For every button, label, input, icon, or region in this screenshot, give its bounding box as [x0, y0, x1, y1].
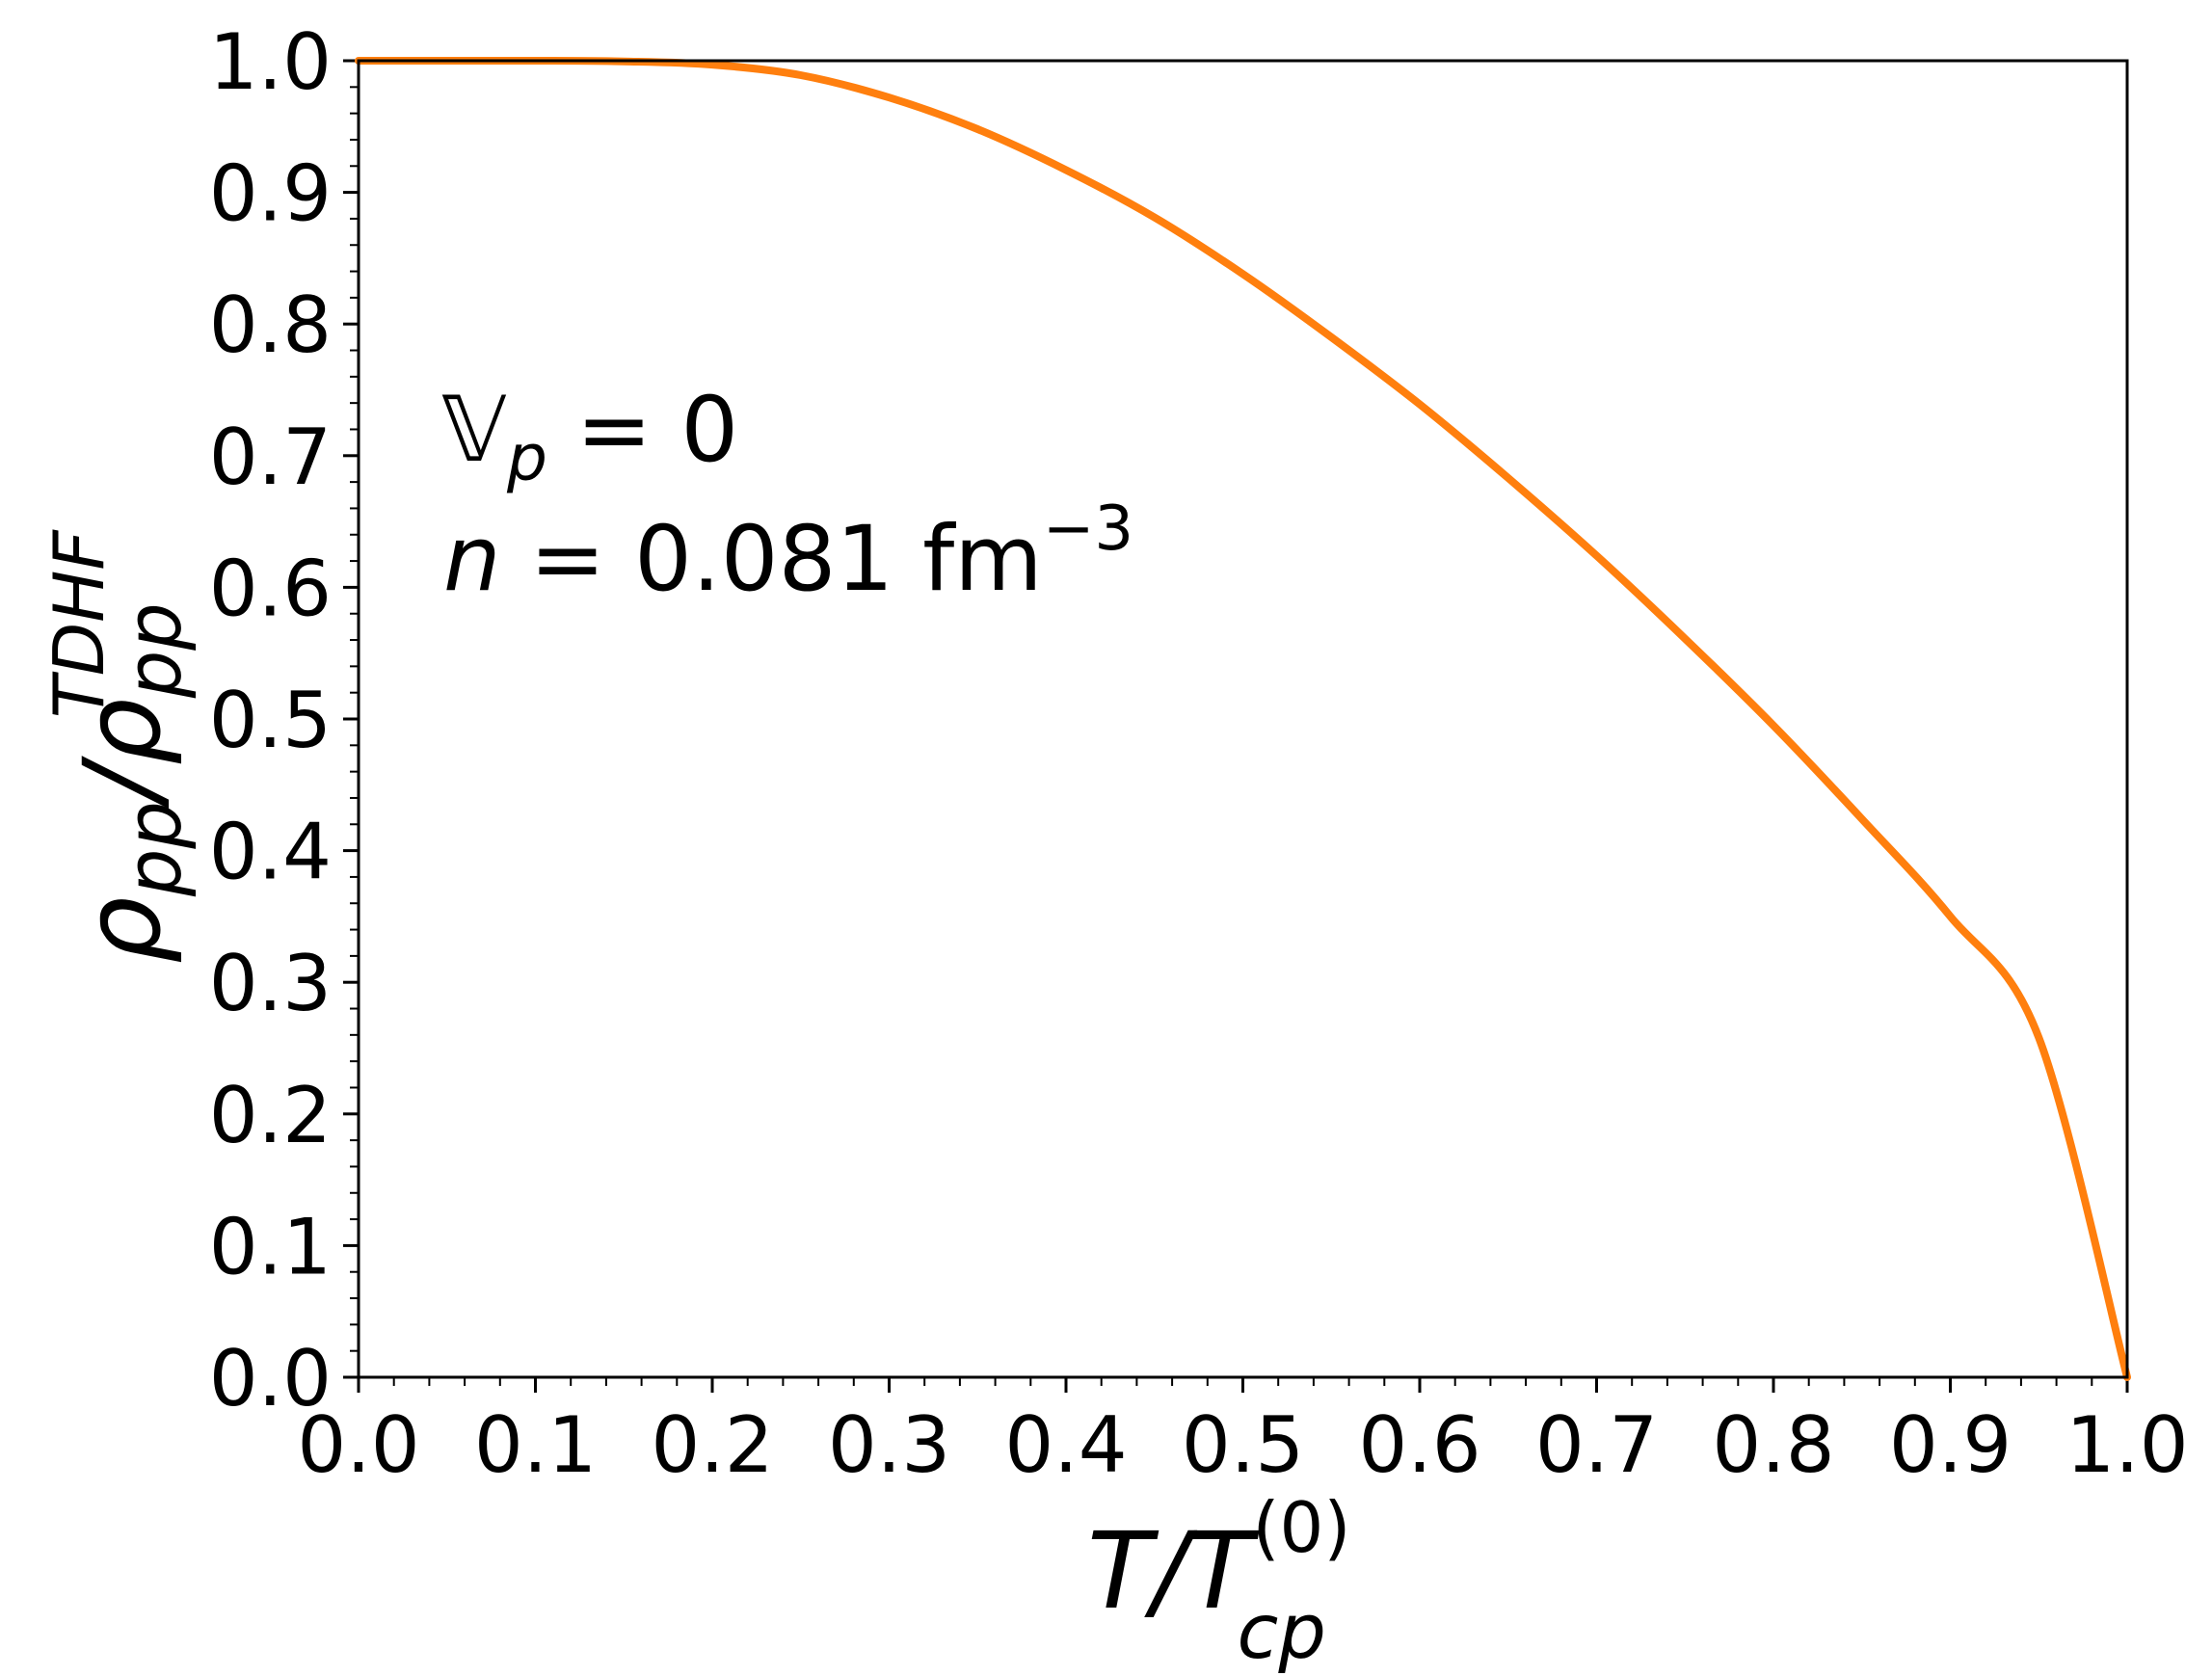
x-tick-label: 0.3 — [828, 1400, 950, 1490]
annotation-density-symbol: n — [443, 507, 501, 612]
y-axis-label-sub2: pp — [112, 602, 199, 699]
x-tick-label: 0.2 — [651, 1400, 773, 1490]
annotation-potential-symbol: 𝕍 — [441, 378, 507, 483]
y-tick-label: 1.0 — [209, 17, 332, 107]
y-tick-label: 0.3 — [209, 939, 332, 1028]
x-axis-label-sup: (0) — [1252, 1487, 1350, 1568]
x-tick-label: 0.6 — [1358, 1400, 1480, 1490]
plot-frame — [357, 59, 2129, 1379]
x-tick-label: 0.8 — [1712, 1400, 1834, 1490]
x-tick-label: 0.0 — [297, 1400, 419, 1490]
x-tick-label: 0.9 — [1889, 1400, 2012, 1490]
y-axis-label-part2: /ρ — [61, 698, 184, 810]
y-axis-label-sub1: pp — [112, 801, 199, 897]
y-tick-label: 0.4 — [209, 808, 332, 897]
x-tick-labels: 0.0 0.1 0.2 0.3 0.4 0.5 0.6 0.7 0.8 0.9 1.0 — [297, 1400, 2188, 1490]
y-axis-label-part1: ρ — [61, 896, 184, 964]
annotation-potential: 𝕍p = 0 — [441, 378, 738, 495]
y-tick-label: 0.6 — [209, 544, 332, 633]
series-layer — [355, 56, 2131, 1381]
annotation-density-sup: −3 — [1043, 493, 1133, 565]
y-axis-label: ρpp/ρppTDHF — [39, 529, 199, 964]
major-ticks — [343, 59, 2129, 1393]
y-tick-label: 0.0 — [209, 1334, 332, 1423]
y-tick-label: 0.7 — [209, 412, 332, 502]
annotation-density-rest: = 0.081 fm — [501, 507, 1043, 612]
y-tick-label: 0.8 — [209, 280, 332, 370]
annotation-potential-rest: = 0 — [547, 378, 738, 483]
y-tick-label: 0.5 — [209, 676, 332, 765]
x-tick-label: 0.7 — [1535, 1400, 1658, 1490]
y-tick-label: 0.2 — [209, 1071, 332, 1160]
y-tick-label: 0.1 — [209, 1202, 332, 1291]
y-tick-label: 0.9 — [209, 149, 332, 239]
x-tick-label: 0.1 — [474, 1400, 597, 1490]
y-tick-labels: 0.0 0.1 0.2 0.3 0.4 0.5 0.6 0.7 0.8 0.9 1.0 — [209, 17, 332, 1423]
minor-ticks — [350, 86, 2093, 1386]
x-tick-label: 1.0 — [2065, 1400, 2188, 1490]
y-axis-label-sup2: TDHF — [39, 529, 120, 719]
x-axis-label-sub: cp — [1237, 1589, 1325, 1676]
series-line — [355, 56, 2131, 1381]
x-axis-label-main: T/T — [1087, 1509, 1260, 1633]
x-axis-label: T/T(0) cp — [1087, 1487, 1350, 1676]
x-tick-label: 0.5 — [1182, 1400, 1304, 1490]
annotation-potential-sub: p — [506, 421, 547, 495]
annotation-density: n = 0.081 fm−3 — [443, 493, 1133, 612]
x-tick-label: 0.4 — [1004, 1400, 1127, 1490]
